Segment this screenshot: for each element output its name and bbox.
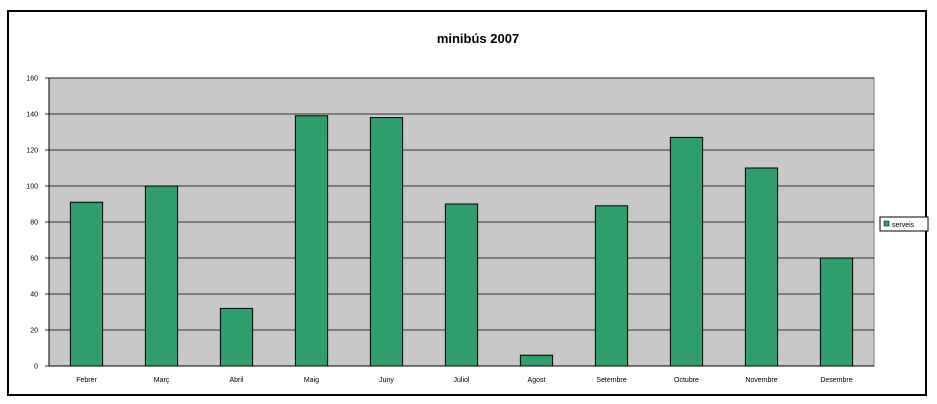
y-tick-label: 40 (30, 292, 38, 299)
chart-title: minibús 2007 (437, 31, 519, 46)
bars (69, 115, 854, 367)
legend-swatch (883, 220, 890, 227)
bar (669, 136, 704, 367)
y-axis: 0 20 40 60 80 100 120 140 160 (26, 76, 50, 371)
y-tick-label: 60 (30, 256, 38, 263)
x-tick-label: Novembre (745, 377, 777, 384)
legend: serveis (879, 216, 929, 232)
x-tick-label: Juliol (454, 377, 470, 384)
x-tick-label: Maig (304, 377, 319, 384)
bar (294, 115, 329, 367)
x-tick-label: Setembre (596, 377, 626, 384)
bar (444, 203, 479, 367)
x-tick-label: Desembre (820, 377, 852, 384)
x-tick-label: Març (154, 377, 170, 384)
y-tick-label: 0 (34, 364, 38, 371)
bar (369, 117, 404, 367)
bar (744, 167, 779, 367)
y-tick-label: 100 (26, 184, 38, 191)
bar (219, 307, 254, 367)
bar (519, 354, 554, 367)
y-tick-label: 160 (26, 76, 38, 83)
x-tick-label: Abril (229, 377, 243, 384)
y-tick-label: 80 (30, 220, 38, 227)
legend-label: serveis (892, 222, 915, 229)
y-tick-label: 120 (26, 148, 38, 155)
bar (69, 201, 104, 367)
y-tick-label: 140 (26, 112, 38, 119)
legend-box (879, 216, 929, 232)
x-axis: Febrer Març Abril Maig Juny Juliol Agost Setemb… (49, 365, 874, 384)
x-tick-label: Agost (528, 377, 546, 384)
x-tick-label: Octubre (674, 377, 699, 384)
bar (144, 185, 179, 367)
bar (594, 205, 629, 367)
x-tick-label: Juny (379, 377, 394, 384)
bar (819, 257, 854, 367)
y-tick-label: 20 (30, 328, 38, 335)
x-tick-label: Febrer (76, 377, 97, 384)
